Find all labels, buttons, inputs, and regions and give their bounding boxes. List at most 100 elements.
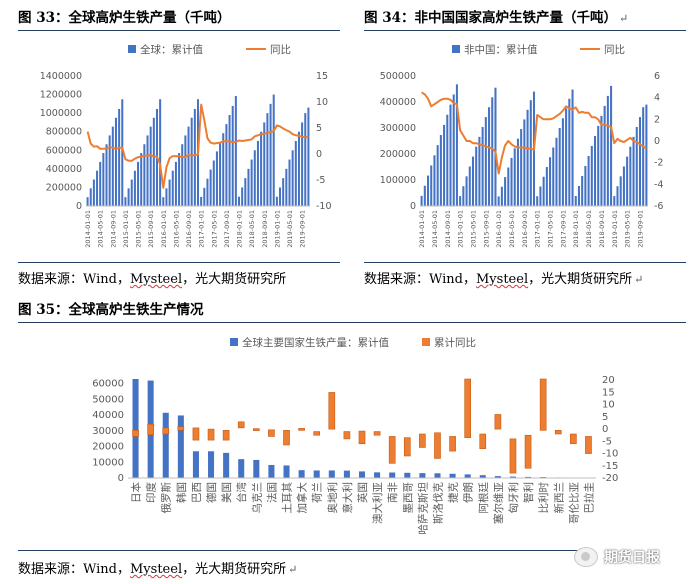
bar — [427, 175, 430, 206]
bar — [581, 175, 584, 206]
x-tick-label: 2018-05-01 — [585, 210, 593, 248]
watermark: 期货日报 — [574, 545, 694, 569]
category-label: 巴西 — [191, 482, 203, 503]
x-tick-label: 2016-09-01 — [185, 210, 193, 248]
bar — [590, 145, 593, 206]
bar — [358, 471, 366, 478]
y2-tick-label: -2 — [654, 158, 663, 169]
bar — [282, 178, 285, 206]
y2-tick-label: -4 — [654, 179, 663, 190]
bar — [504, 177, 507, 206]
bar — [178, 153, 181, 206]
yoy-bar — [524, 434, 532, 469]
category-label: 台湾 — [235, 482, 248, 503]
y2-tick-label: 0 — [654, 136, 660, 147]
bar — [238, 459, 245, 478]
bar — [99, 161, 102, 206]
x-tick-label: 2014-09-01 — [444, 210, 452, 248]
yoy-bar — [268, 429, 275, 437]
bar — [111, 126, 114, 206]
category-label: 印度 — [145, 482, 158, 503]
bar — [108, 135, 111, 206]
bar — [244, 178, 247, 206]
category-label: 南非 — [386, 482, 399, 503]
category-label: 墨西哥 — [402, 482, 414, 514]
category-label: 德国 — [205, 482, 218, 503]
category-label: 乌克兰 — [250, 482, 263, 514]
category-label: 新西兰 — [552, 482, 565, 514]
figure-34-title-rule — [364, 30, 686, 31]
bar — [619, 176, 622, 206]
x-tick-label: 2017-09-01 — [223, 210, 231, 248]
y-tick-label: 200000 — [46, 182, 82, 193]
bar — [190, 117, 193, 206]
yoy-bar — [494, 414, 502, 430]
x-tick-label: 2017-05-01 — [547, 210, 555, 248]
legend-bar-swatch — [128, 45, 136, 53]
bar — [464, 474, 471, 478]
bar — [497, 196, 500, 206]
bar — [137, 161, 140, 206]
bar — [234, 95, 237, 206]
yoy-bar — [585, 436, 592, 454]
bar — [494, 87, 497, 206]
bar — [479, 475, 486, 478]
wechat-logo-icon — [574, 547, 598, 567]
bar — [146, 135, 149, 206]
bar — [488, 107, 491, 206]
bar — [132, 379, 139, 478]
yoy-bar — [192, 427, 200, 441]
figure-33-source: 数据来源：Wind，Mysteel，光大期货研究所 — [18, 272, 287, 287]
y-tick-label: 400000 — [380, 97, 416, 108]
bar — [291, 150, 294, 206]
yoy-bar — [434, 432, 441, 459]
bar — [420, 195, 423, 206]
category-label: 意大利 — [341, 482, 354, 514]
bar — [446, 114, 449, 206]
bar — [263, 122, 266, 206]
bar — [642, 107, 645, 206]
yoy-bar — [403, 437, 411, 457]
yoy-bar — [132, 430, 139, 437]
figure-33-title: 图 33：全球高炉生铁产量（千吨） — [18, 10, 231, 26]
y-tick-label: 10000 — [92, 457, 124, 468]
bar — [536, 196, 539, 206]
y-tick-label: 50000 — [92, 394, 124, 405]
y2-tick-label: -20 — [602, 473, 618, 484]
bar — [510, 157, 513, 206]
source-brand: Mysteel — [130, 562, 183, 577]
y-tick-label: 400000 — [46, 164, 82, 175]
bar — [86, 197, 89, 206]
bar — [168, 179, 171, 206]
legend-yoy-swatch — [422, 338, 430, 346]
figure-35-title: 图 35：全球高炉生铁生产情况 — [18, 302, 204, 318]
bar — [105, 144, 108, 206]
bar — [152, 117, 155, 206]
bar — [571, 89, 574, 206]
bar — [187, 126, 190, 206]
x-tick-label: 2019-09-01 — [299, 210, 307, 248]
figure-35-chart: 全球主要国家生铁产量：累计值 累计同比 0 10000 20000 30000 40000 5… — [92, 336, 618, 535]
yoy-bar — [464, 378, 471, 438]
yoy-bar — [388, 436, 396, 464]
bar — [200, 196, 203, 206]
x-tick-label: 2019-05-01 — [286, 210, 294, 248]
bar — [606, 95, 609, 206]
category-label: 日本 — [130, 482, 143, 503]
yoy-bar — [343, 431, 351, 440]
paragraph-mark: ↵ — [619, 12, 629, 25]
bar — [449, 104, 452, 206]
figure-33-title-rule — [18, 30, 340, 31]
bar — [149, 126, 152, 206]
yoy-bar — [177, 426, 185, 431]
bar — [228, 115, 231, 206]
figure-34-bottom-rule — [364, 262, 686, 263]
y-tick-label: 40000 — [92, 410, 124, 421]
x-tick-label: 2014-01-01 — [84, 210, 92, 248]
y-tick-label: 600000 — [46, 145, 82, 156]
bar — [266, 113, 269, 206]
category-label: 斯洛伐克 — [431, 482, 444, 524]
bar — [561, 118, 564, 206]
bar — [171, 170, 174, 206]
category-label: 法国 — [265, 482, 278, 503]
